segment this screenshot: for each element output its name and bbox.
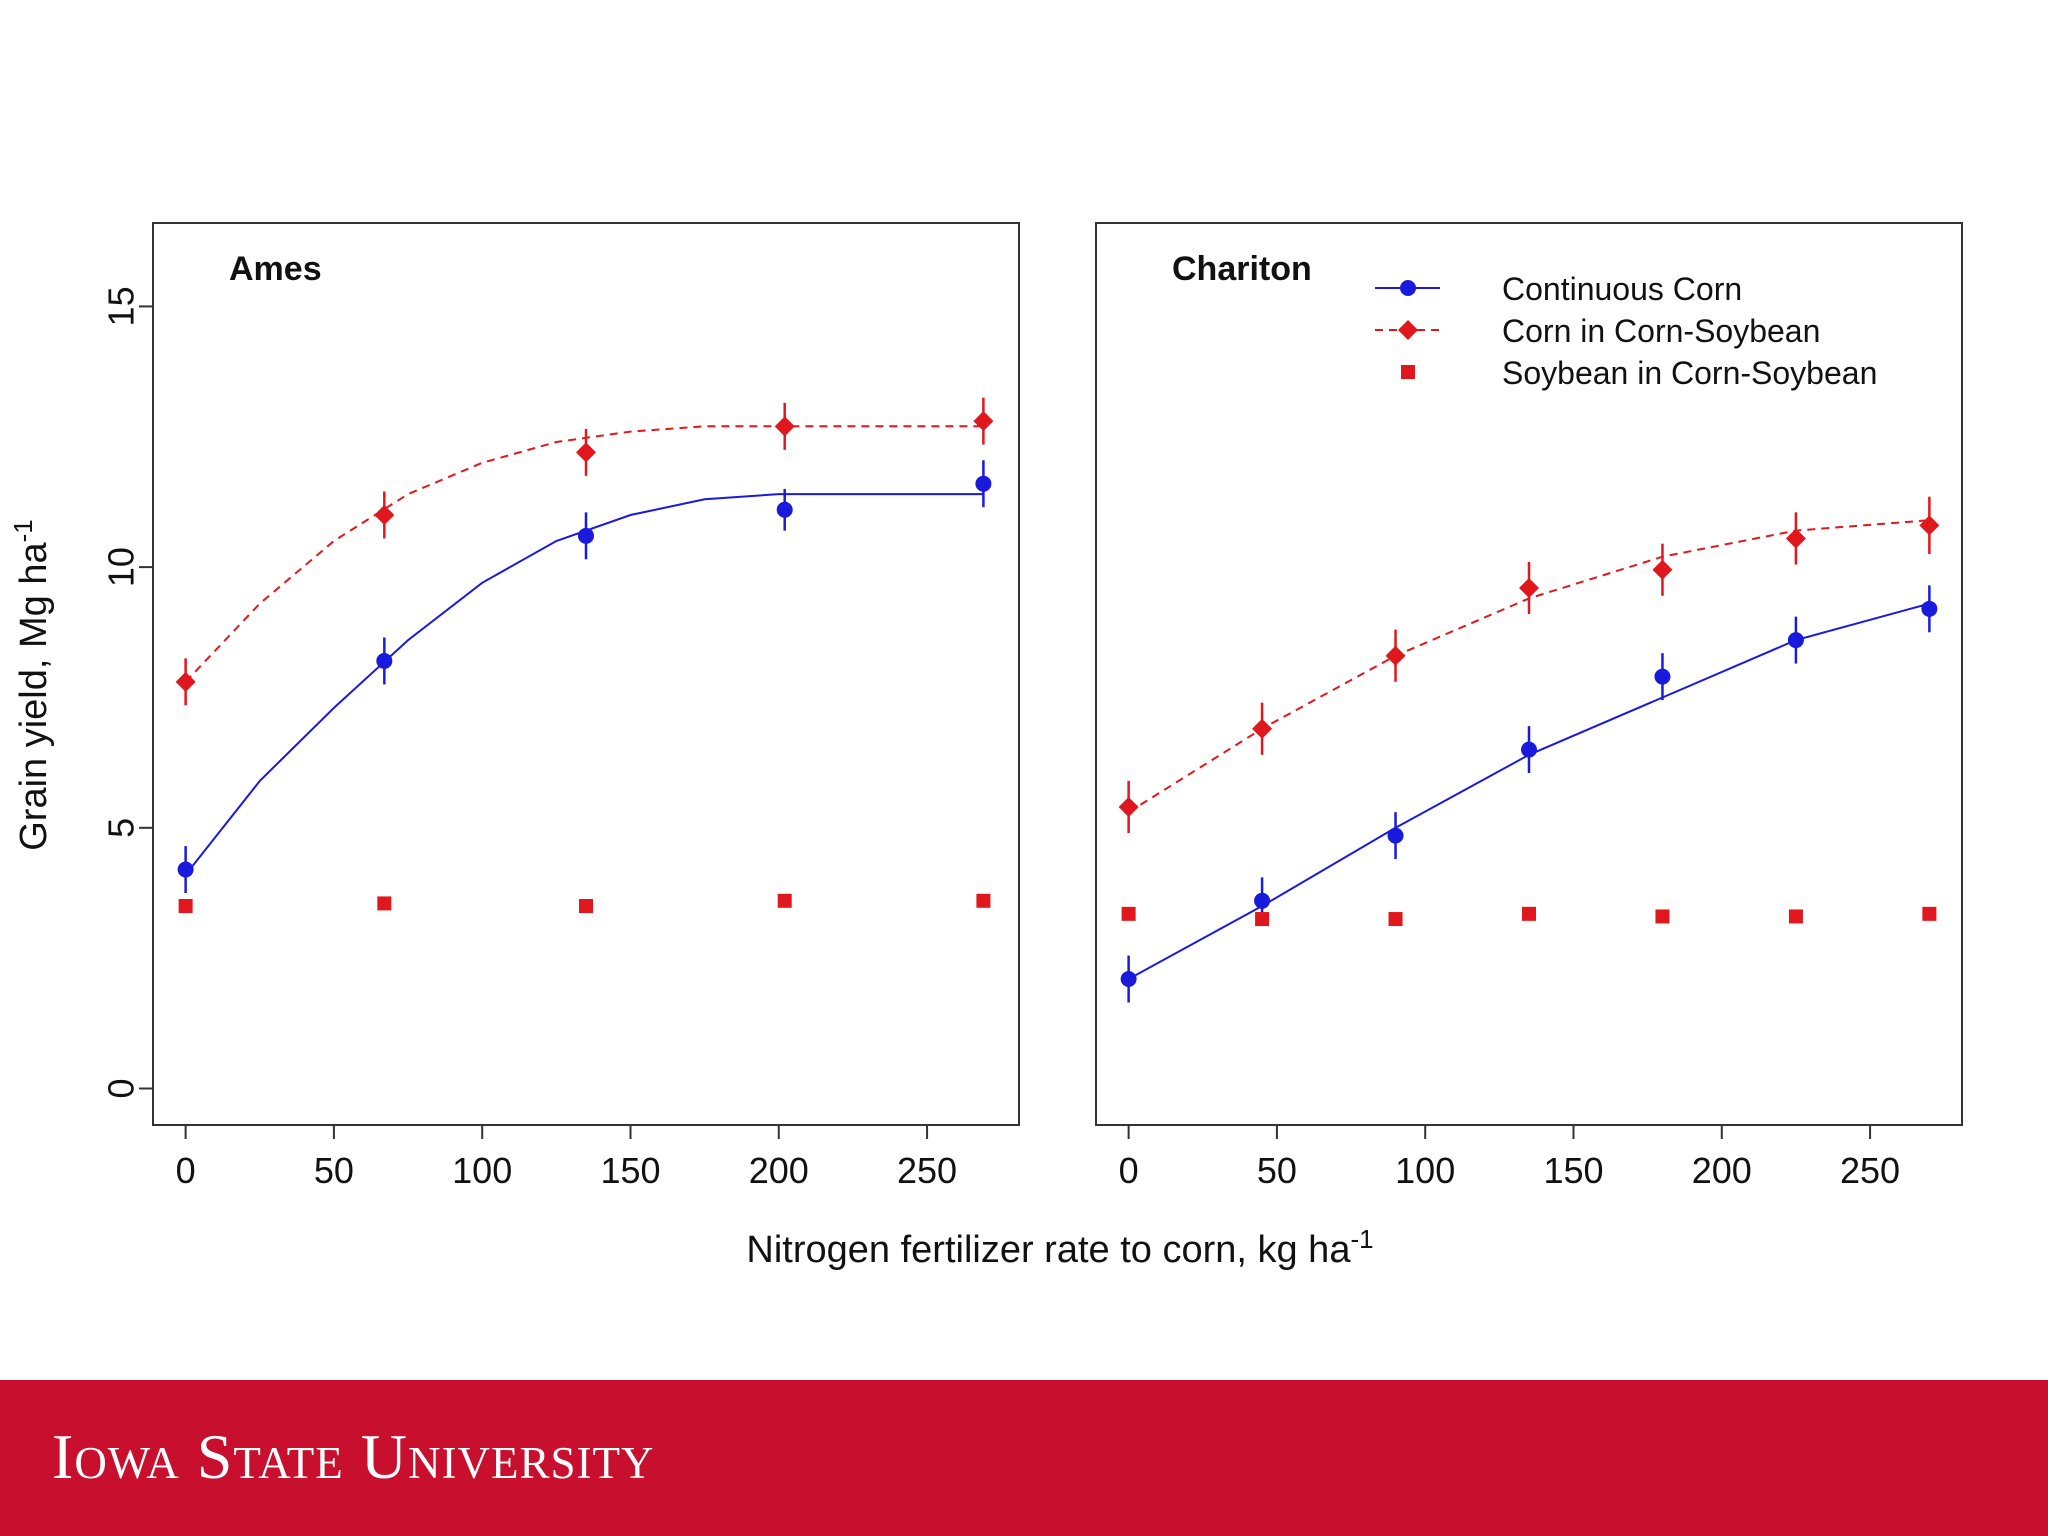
y-tick-label: 10: [101, 547, 142, 587]
x-tick-label: 0: [1119, 1150, 1139, 1191]
data-point: [376, 652, 393, 669]
data-point: [1788, 909, 1803, 924]
data-point: [1521, 741, 1537, 758]
y-axis-label: Grain yield, Mg ha: [13, 542, 55, 851]
x-tick-label: 250: [897, 1150, 957, 1191]
x-tick-label: 100: [1395, 1150, 1455, 1191]
data-point: [776, 501, 793, 518]
university-logo: Iowa State University: [52, 1421, 655, 1492]
data-point: [1255, 912, 1270, 927]
data-point: [774, 416, 795, 437]
x-axis-title: Nitrogen fertilizer rate to corn, kg ha-…: [746, 1224, 1373, 1271]
data-point: [1654, 668, 1671, 685]
legend-marker: [1398, 320, 1418, 340]
panel-chariton: Chariton 0 50 100 150 200 250: [1095, 222, 1963, 1191]
data-point: [377, 896, 392, 911]
y-axis-label-sup: -1: [8, 519, 38, 542]
legend-label: Soybean in Corn-Soybean: [1502, 355, 1877, 391]
data-point: [1118, 796, 1139, 817]
x-axis-label: Nitrogen fertilizer rate to corn, kg ha: [746, 1229, 1351, 1271]
panel-title: Chariton: [1172, 250, 1312, 288]
data-point: [1655, 909, 1670, 924]
plot-frame: [1095, 222, 1963, 1126]
data-point: [1522, 906, 1536, 921]
x-axis-label-sup: -1: [1350, 1224, 1373, 1254]
data-point: [576, 442, 596, 463]
data-point: [1519, 577, 1539, 598]
x-tick-label: 150: [1543, 1150, 1603, 1191]
data-point: [1252, 718, 1273, 739]
panel-ames: Ames 0 50 100 150 200 250 0 5 10 15: [101, 222, 1020, 1191]
data-point: [1921, 600, 1938, 617]
x-tick-label: 0: [176, 1150, 196, 1191]
x-tick-label: 200: [749, 1150, 809, 1191]
data-point: [976, 893, 991, 908]
data-point: [177, 861, 194, 878]
data-point: [579, 899, 593, 914]
data-point: [1385, 645, 1406, 666]
fit-line: [184, 425, 984, 683]
plot-frame: [152, 222, 1020, 1126]
x-tick-label: 100: [452, 1150, 512, 1191]
data-point: [1919, 515, 1940, 536]
data-point: [1121, 906, 1136, 921]
legend-marker: [1400, 280, 1416, 296]
data-point: [374, 504, 395, 525]
data-point: [178, 899, 193, 914]
data-point: [1785, 528, 1806, 549]
data-point: [1387, 827, 1404, 844]
legend-label: Corn in Corn-Soybean: [1502, 313, 1820, 349]
fit-line: [184, 493, 984, 876]
x-tick-label: 200: [1692, 1150, 1752, 1191]
data-point: [1254, 892, 1271, 909]
y-tick-label: 0: [101, 1078, 142, 1098]
legend-marker: [1401, 365, 1415, 379]
x-tick-label: 150: [600, 1150, 660, 1191]
legend: Continuous Corn Corn in Corn-Soybean Soybe…: [1375, 271, 1877, 391]
data-point: [975, 475, 992, 492]
y-tick-label: 15: [101, 286, 142, 326]
data-point: [973, 411, 994, 432]
y-tick-label: 5: [101, 818, 142, 838]
data-point: [578, 527, 594, 544]
chart: Ames 0 50 100 150 200 250 0 5 10 15 Chariton 0 50 100…: [8, 222, 1963, 1271]
panel-title: Ames: [229, 250, 322, 288]
y-axis-title: Grain yield, Mg ha-1: [8, 519, 55, 851]
data-point: [1120, 971, 1137, 988]
footer-bar: Iowa State University: [0, 1380, 2048, 1536]
data-point: [1652, 559, 1673, 580]
fit-line: [1128, 602, 1930, 980]
x-tick-label: 250: [1840, 1150, 1900, 1191]
x-tick-label: 50: [314, 1150, 354, 1191]
data-point: [777, 893, 792, 908]
legend-label: Continuous Corn: [1502, 271, 1742, 307]
svg-text:Grain yield, Mg ha-1: Grain yield, Mg ha-1: [8, 519, 55, 851]
data-point: [1388, 912, 1403, 927]
data-point: [1787, 632, 1804, 649]
data-point: [1922, 906, 1937, 921]
data-point: [175, 671, 196, 692]
x-tick-label: 50: [1257, 1150, 1297, 1191]
